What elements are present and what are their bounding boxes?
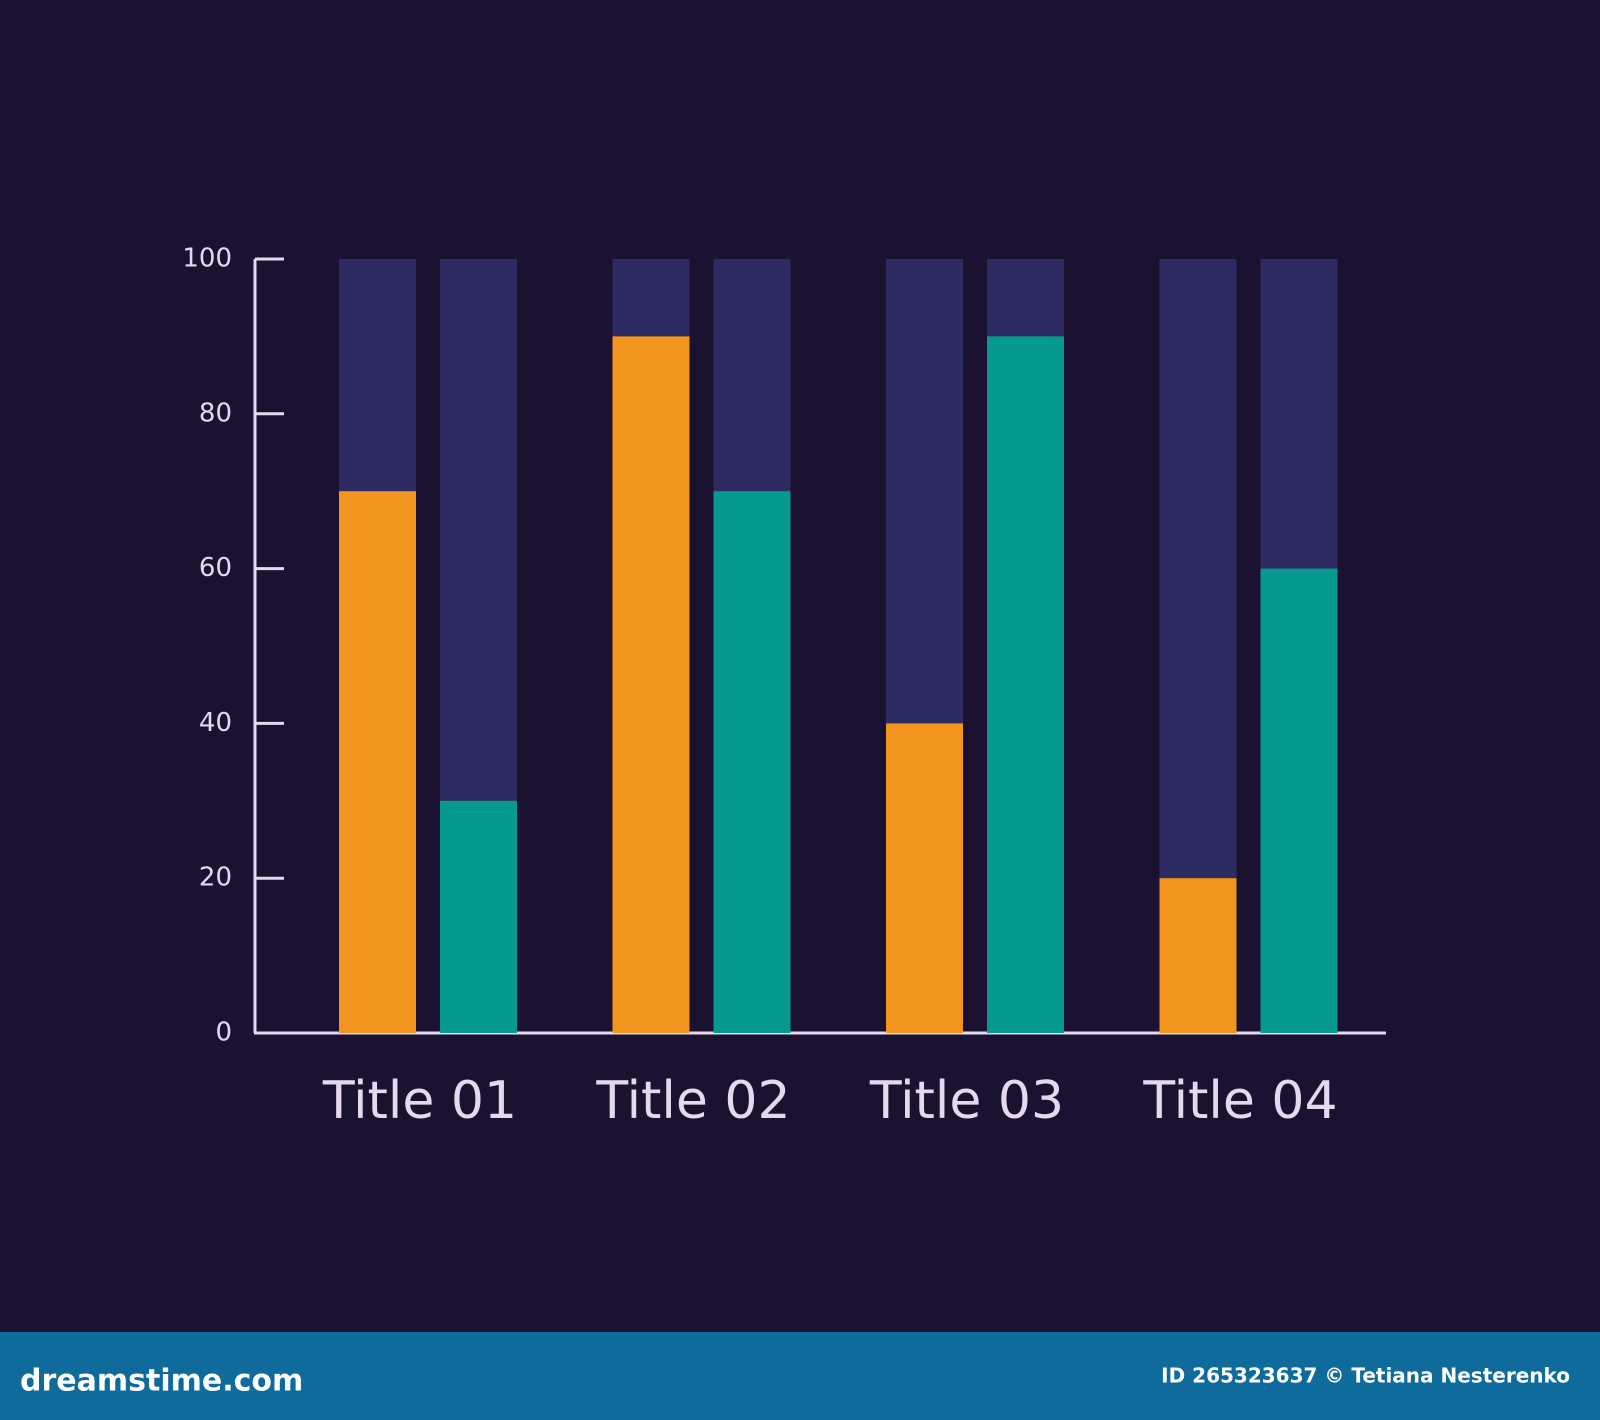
bar bbox=[440, 800, 517, 1033]
bar bbox=[1260, 568, 1338, 1033]
y-tick-label: 0 bbox=[215, 1018, 232, 1048]
bar bbox=[339, 491, 416, 1033]
y-tick-label: 100 bbox=[182, 244, 232, 274]
x-tick-label: Title 03 bbox=[869, 1071, 1064, 1131]
y-tick-label: 40 bbox=[199, 708, 232, 738]
bar bbox=[1159, 878, 1237, 1033]
footer-band bbox=[0, 1332, 1600, 1420]
bar bbox=[612, 336, 690, 1033]
y-tick-label: 20 bbox=[199, 863, 232, 893]
y-tick-label: 80 bbox=[199, 398, 232, 428]
x-tick-label: Title 02 bbox=[595, 1071, 790, 1131]
bar bbox=[713, 491, 791, 1033]
bar bbox=[886, 723, 963, 1033]
footer-credit: ID 265323637 © Tetiana Nesterenko bbox=[1161, 1364, 1570, 1388]
footer-site: dreamstime.com bbox=[20, 1364, 303, 1399]
x-tick-label: Title 01 bbox=[322, 1071, 517, 1131]
bar bbox=[987, 336, 1064, 1033]
x-tick-label: Title 04 bbox=[1142, 1071, 1337, 1131]
y-tick-label: 60 bbox=[199, 553, 232, 583]
